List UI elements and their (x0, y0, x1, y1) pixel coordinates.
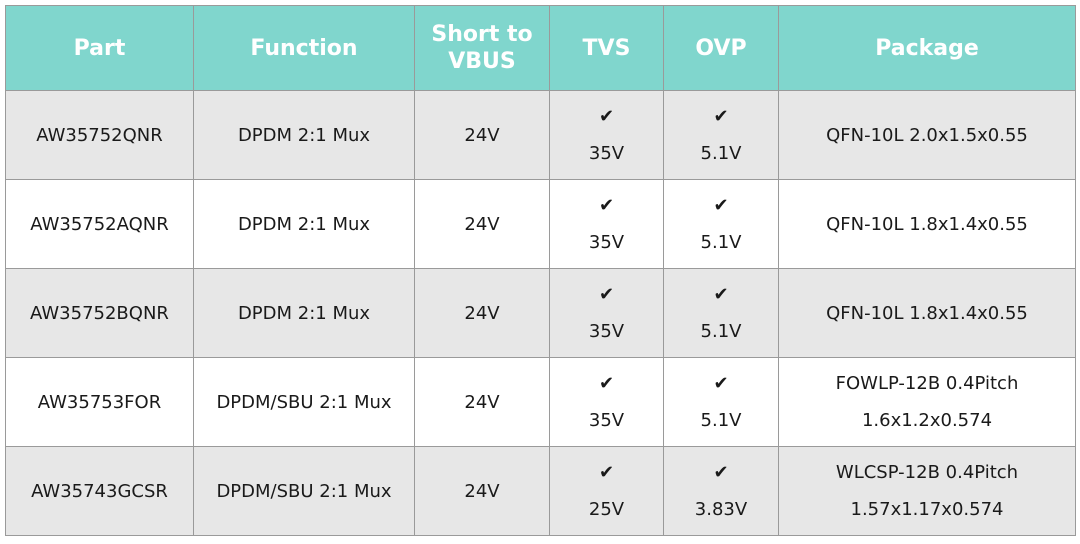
table-cell: 24V (414, 357, 550, 447)
table-cell: QFN-10L 2.0x1.5x0.55 (778, 90, 1076, 180)
cell-line: ✔ (713, 195, 729, 216)
table-cell: ✔ 5.1V (663, 90, 779, 180)
cell-line: ✔ (598, 195, 615, 216)
cell-line: ✔ (713, 106, 729, 127)
cell-line: 3.83V (694, 499, 748, 520)
table-cell: QFN-10L 1.8x1.4x0.55 (778, 179, 1076, 269)
cell-line: ✔ (598, 373, 615, 394)
header-cell: Short to VBUS (414, 5, 550, 91)
table-cell: ✔ 5.1V (663, 268, 779, 358)
cell-line: 35V (588, 143, 625, 164)
cell-line: 25V (588, 499, 625, 520)
table-cell: AW35752AQNR (5, 179, 194, 269)
cell-line: 35V (588, 232, 625, 253)
cell-line: 35V (588, 321, 625, 342)
cell-line: 1.57x1.17x0.574 (850, 499, 1004, 520)
header-row: Part Function Short to VBUS TVS OVP Package (5, 5, 1076, 91)
cell-line: ✔ (598, 284, 615, 305)
table-cell: QFN-10L 1.8x1.4x0.55 (778, 268, 1076, 358)
cell-line: ✔ (713, 373, 729, 394)
table-cell: ✔ 35V (549, 357, 664, 447)
table-cell: WLCSP-12B 0.4Pitch 1.57x1.17x0.574 (778, 446, 1076, 536)
header-cell: TVS (549, 5, 664, 91)
header-cell: OVP (663, 5, 779, 91)
table-cell: DPDM/SBU 2:1 Mux (193, 357, 415, 447)
table-cell: ✔ 3.83V (663, 446, 779, 536)
header-cell: Part (5, 5, 194, 91)
spec-table: Part Function Short to VBUS TVS OVP Package A… (5, 5, 1076, 536)
table-row: AW35743GCSR DPDM/SBU 2:1 Mux 24V ✔ 25V ✔ 3.83V… (5, 446, 1076, 536)
table-cell: 24V (414, 90, 550, 180)
table-body: AW35752QNR DPDM 2:1 Mux 24V ✔ 35V ✔ 5.1V QFN-10… (5, 90, 1076, 536)
table-row: AW35752AQNR DPDM 2:1 Mux 24V ✔ 35V ✔ 5.1V QFN-1… (5, 179, 1076, 269)
table-cell: 24V (414, 179, 550, 269)
cell-line: 5.1V (700, 143, 742, 164)
cell-line: QFN-10L 1.8x1.4x0.55 (826, 302, 1028, 324)
table-row: AW35752QNR DPDM 2:1 Mux 24V ✔ 35V ✔ 5.1V QFN-10… (5, 90, 1076, 180)
table-cell: ✔ 5.1V (663, 179, 779, 269)
cell-line: ✔ (598, 462, 615, 483)
table-row: AW35753FOR DPDM/SBU 2:1 Mux 24V ✔ 35V ✔ 5.1V FO… (5, 357, 1076, 447)
cell-line: 5.1V (700, 232, 742, 253)
cell-line: QFN-10L 2.0x1.5x0.55 (826, 124, 1028, 146)
header-cell: Package (778, 5, 1076, 91)
table-cell: ✔ 35V (549, 268, 664, 358)
table-cell: 24V (414, 446, 550, 536)
table-cell: AW35752BQNR (5, 268, 194, 358)
table-cell: DPDM 2:1 Mux (193, 179, 415, 269)
cell-line: FOWLP-12B 0.4Pitch (835, 373, 1019, 394)
cell-line: 1.6x1.2x0.574 (861, 410, 993, 431)
cell-line: 5.1V (700, 410, 742, 431)
table-cell: ✔ 25V (549, 446, 664, 536)
cell-line: ✔ (713, 462, 729, 483)
table-row: AW35752BQNR DPDM 2:1 Mux 24V ✔ 35V ✔ 5.1V QFN-1… (5, 268, 1076, 358)
table-cell: ✔ 5.1V (663, 357, 779, 447)
cell-line: ✔ (713, 284, 729, 305)
table-cell: 24V (414, 268, 550, 358)
table-cell: AW35743GCSR (5, 446, 194, 536)
table-cell: DPDM/SBU 2:1 Mux (193, 446, 415, 536)
cell-line: 35V (588, 410, 625, 431)
cell-line: QFN-10L 1.8x1.4x0.55 (826, 213, 1028, 235)
table-cell: ✔ 35V (549, 90, 664, 180)
table-cell: DPDM 2:1 Mux (193, 268, 415, 358)
cell-line: 5.1V (700, 321, 742, 342)
table-cell: DPDM 2:1 Mux (193, 90, 415, 180)
header-cell: Function (193, 5, 415, 91)
cell-line: ✔ (598, 106, 615, 127)
cell-line: WLCSP-12B 0.4Pitch (835, 462, 1019, 483)
table-cell: ✔ 35V (549, 179, 664, 269)
table-cell: AW35753FOR (5, 357, 194, 447)
table-cell: FOWLP-12B 0.4Pitch 1.6x1.2x0.574 (778, 357, 1076, 447)
table-cell: AW35752QNR (5, 90, 194, 180)
